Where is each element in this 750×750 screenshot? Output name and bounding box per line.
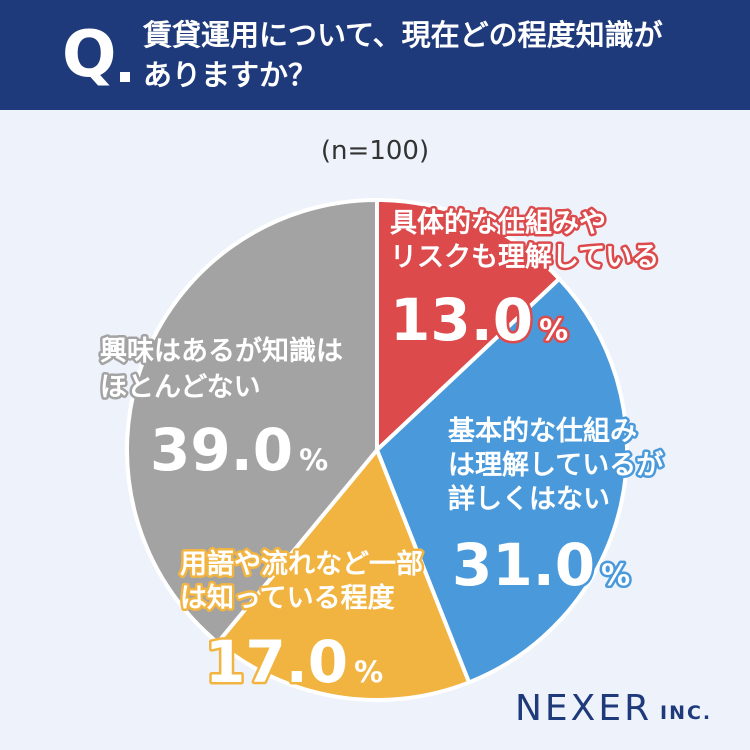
q-mark: Q	[62, 18, 117, 92]
slice-label-2-line-3: 詳しくはない	[448, 483, 610, 515]
slice-value-3: 17.0%	[205, 628, 383, 696]
pie-slice-2	[375, 276, 629, 685]
question-line-2: ありますか？	[143, 58, 318, 92]
question-text: 賃貸運用について、現在どの程度知識が ありますか？	[143, 15, 723, 95]
slice-label-1-line-2: リスクも理解している	[390, 242, 659, 273]
slice-value-2: 31.0%	[452, 531, 630, 599]
pie-slice-3	[215, 448, 472, 702]
slice-label-1-line-1: 具体的な仕組みや	[390, 207, 606, 239]
slice-value-4: 39.0%	[150, 416, 328, 484]
slice-value-1: 13.0%	[390, 286, 568, 354]
pie-slice-4	[125, 198, 379, 645]
nexer-logo-suffix: INC.	[660, 702, 713, 724]
slice-label-3-line-2: は知っている程度	[180, 582, 395, 614]
pie-slice-1	[375, 198, 562, 452]
slice-label-2-line-1: 基本的な仕組み	[448, 415, 637, 447]
header-bar: Q 賃貸運用について、現在どの程度知識が ありますか？	[0, 0, 750, 110]
slice-label-3-line-1: 用語や流れなど一部	[180, 548, 423, 580]
question-line-1: 賃貸運用について、現在どの程度知識が	[143, 18, 663, 52]
slice-label-4-line-2: ほとんどない	[100, 372, 261, 403]
q-dot	[120, 72, 130, 82]
slice-label-2-line-2: は理解しているが	[448, 449, 663, 481]
sample-size: (n=100)	[320, 136, 430, 166]
slice-label-4-line-1: 興味はあるが知識は	[100, 335, 343, 367]
nexer-logo: NEXER	[515, 688, 653, 729]
